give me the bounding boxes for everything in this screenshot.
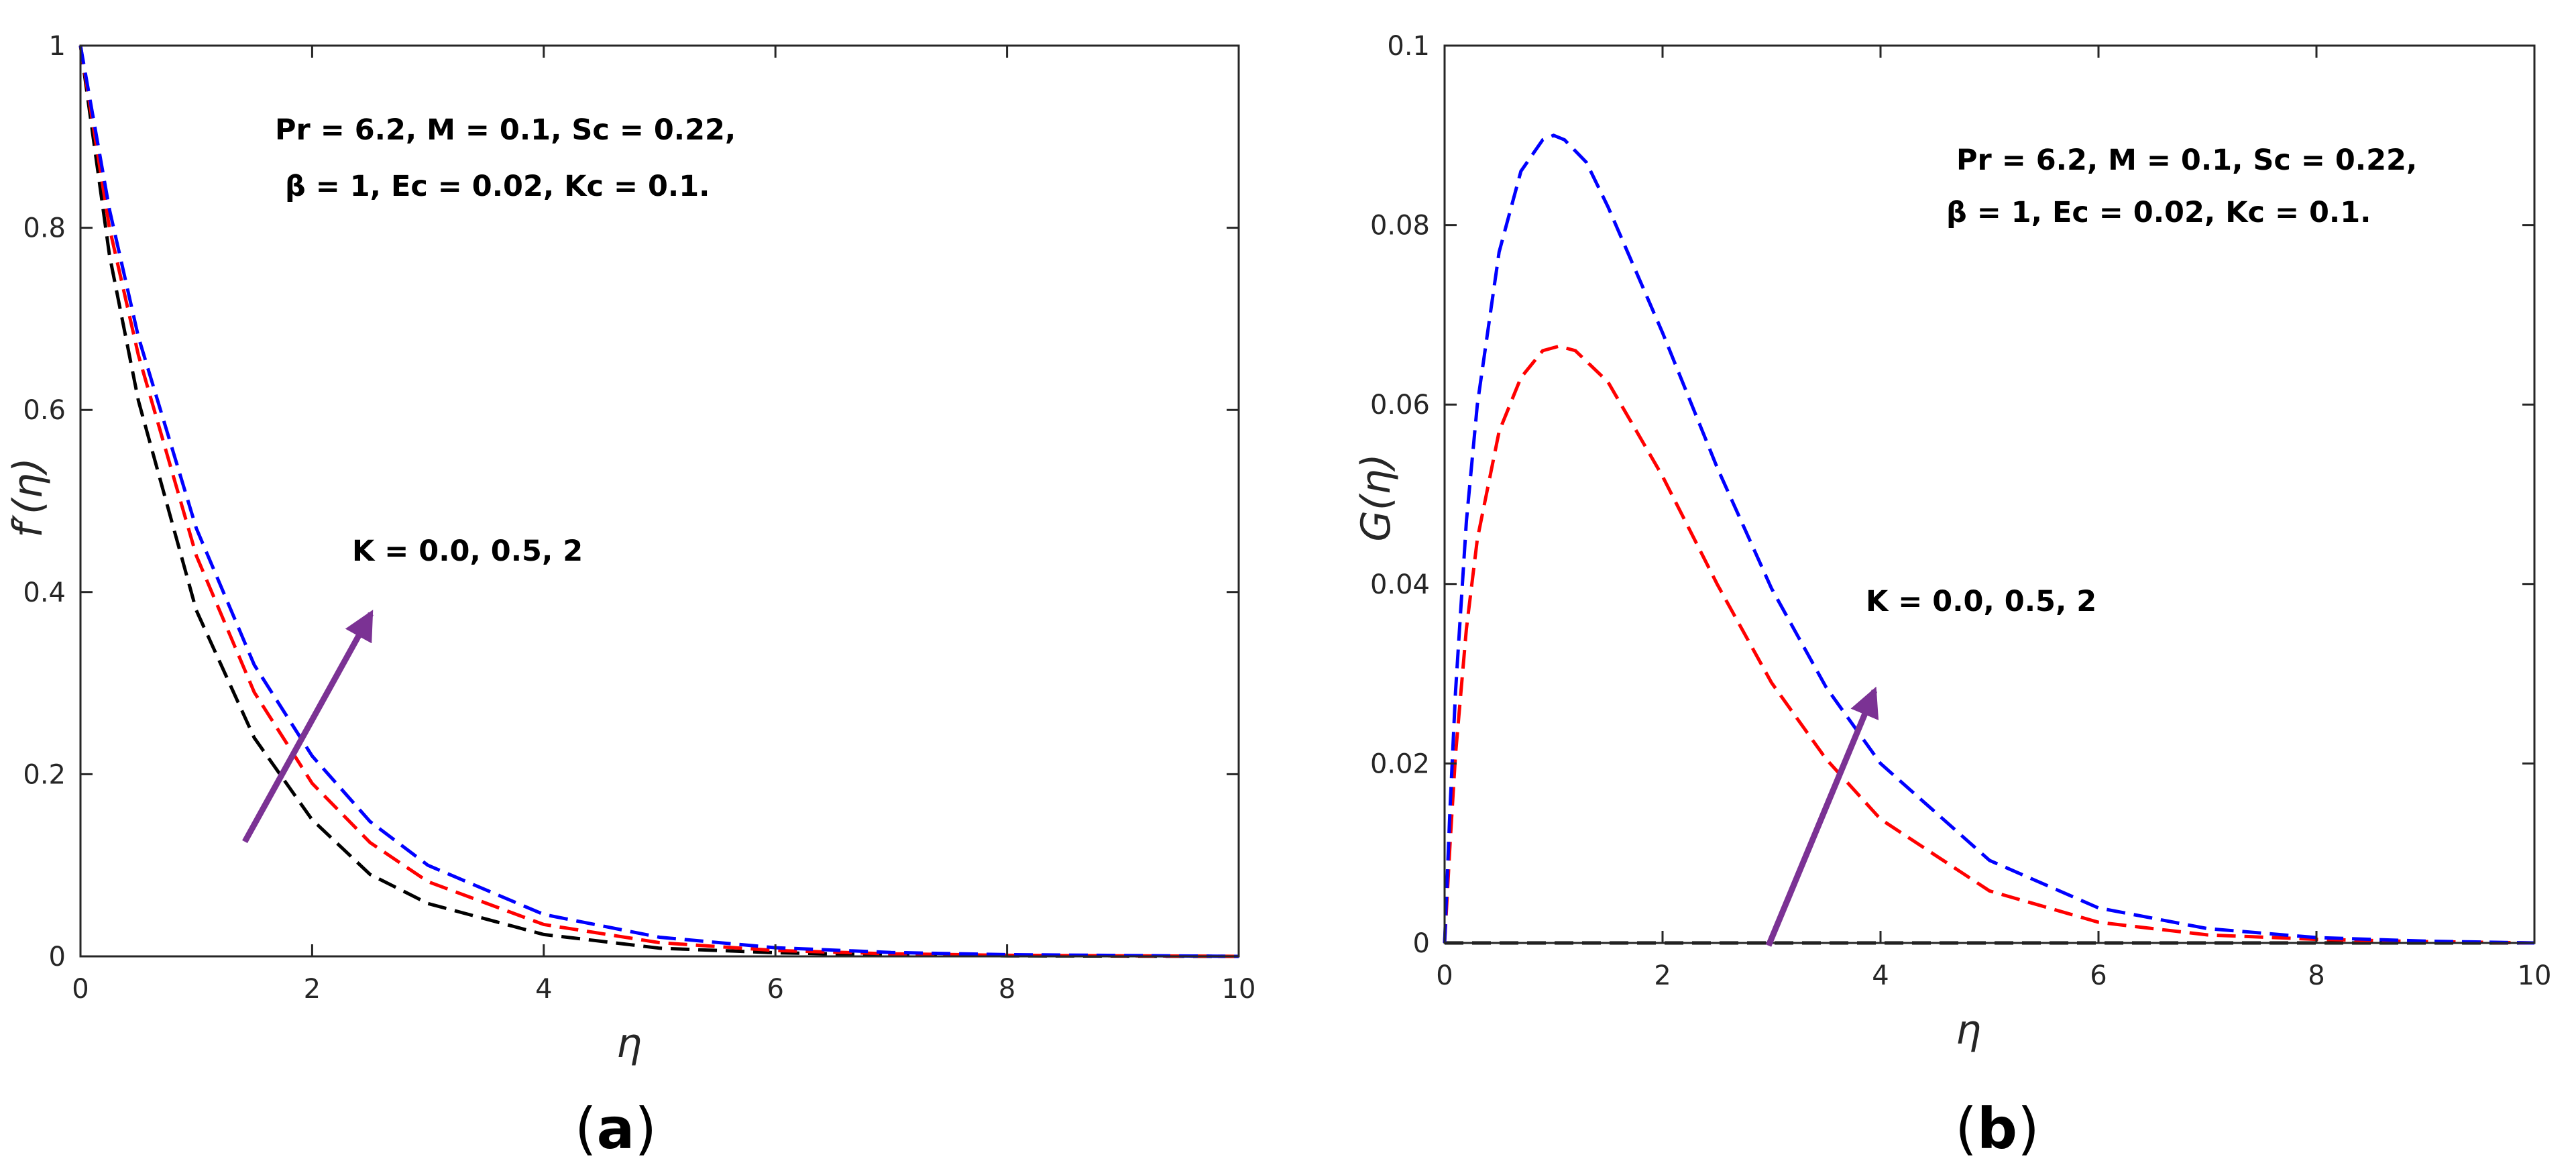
panel-b-ticks: 0 2 4 6 8 10 0 0.02 0.04 0.06 0.08 0.1 bbox=[1370, 31, 2552, 991]
panel-b-caption-letter: b bbox=[1977, 1096, 2017, 1162]
panel-b-x-tick-label-3: 6 bbox=[2090, 960, 2107, 991]
panel-a-series bbox=[78, 45, 1239, 958]
panel-a-y-tick-label-0: 0 bbox=[49, 942, 66, 972]
panel-a-y-tick-label-4: 0.8 bbox=[23, 213, 66, 244]
panel-b: 0 2 4 6 8 10 0 0.02 0.04 0.06 0.08 0.1 Pr = 6.2, M … bbox=[1353, 31, 2551, 1162]
panel-b-caption: (b) bbox=[1955, 1096, 2039, 1162]
panel-b-x-tick-label-0: 0 bbox=[1436, 960, 1453, 991]
panel-b-y-tick-label-3: 0.06 bbox=[1370, 390, 1430, 421]
panel-b-plot-frame bbox=[1443, 44, 2536, 944]
panel-a-x-tick-label-0: 0 bbox=[72, 974, 89, 1005]
panel-b-y-tick-label-1: 0.02 bbox=[1370, 748, 1430, 779]
panel-a-x-tick-label-5: 10 bbox=[1222, 974, 1256, 1005]
panel-b-x-tick-label-5: 10 bbox=[2518, 960, 2552, 991]
panel-b-x-axis-label: η bbox=[1956, 1007, 1981, 1054]
panel-b-x-tick-label-1: 2 bbox=[1654, 960, 1671, 991]
panel-a-y-tick-label-1: 0.2 bbox=[23, 759, 66, 790]
panel-b-y-tick-label-2: 0.04 bbox=[1370, 569, 1430, 600]
panel-b-y-axis-label: G(η) bbox=[1353, 453, 1400, 541]
panel-a-series-line-2 bbox=[78, 45, 1239, 958]
panel-a-k-arrow bbox=[242, 610, 374, 844]
panel-b-series bbox=[1443, 133, 2535, 945]
panel-b-series-line-3 bbox=[1443, 133, 2535, 945]
panel-a-x-tick-label-2: 4 bbox=[535, 974, 552, 1005]
panel-a-annotation-line-1: Pr = 6.2, M = 0.1, Sc = 0.22, bbox=[275, 113, 736, 147]
panel-b-annotation-line-2: β = 1, Ec = 0.02, Kc = 0.1. bbox=[1946, 196, 2371, 229]
panel-b-y-tick-label-0: 0 bbox=[1413, 928, 1430, 959]
panel-a-plot-frame bbox=[79, 44, 1240, 958]
panel-b-series-line-2 bbox=[1443, 344, 2535, 945]
panel-b-k-arrow bbox=[1765, 686, 1879, 947]
panel-a-y-tick-label-2: 0.4 bbox=[23, 577, 66, 608]
panel-a-y-tick-label-3: 0.6 bbox=[23, 395, 66, 426]
panel-b-y-tick-label-4: 0.08 bbox=[1370, 211, 1430, 241]
panel-a-caption-letter: a bbox=[597, 1096, 635, 1162]
panel-b-annotation-line-1: Pr = 6.2, M = 0.1, Sc = 0.22, bbox=[1956, 144, 2417, 177]
panel-a-annotation-line-2: β = 1, Ec = 0.02, Kc = 0.1. bbox=[285, 170, 710, 203]
panel-a-y-axis-label: f′(η) bbox=[5, 457, 52, 538]
panel-a-y-tick-label-5: 1 bbox=[49, 31, 66, 62]
panel-b-x-tick-label-4: 8 bbox=[2308, 960, 2325, 991]
panel-b-y-tick-label-5: 0.1 bbox=[1387, 31, 1430, 62]
panel-b-arrow-label: K = 0.0, 0.5, 2 bbox=[1866, 585, 2096, 618]
panel-a: 0 2 4 6 8 10 0 0.2 0.4 0.6 0.8 1 Pr = 6.2, M = 0.1,… bbox=[5, 31, 1255, 1162]
panel-a-ticks: 0 2 4 6 8 10 0 0.2 0.4 0.6 0.8 1 bbox=[23, 31, 1255, 1005]
panel-a-series-line-3 bbox=[78, 45, 1239, 958]
panel-a-arrow-label: K = 0.0, 0.5, 2 bbox=[352, 535, 583, 568]
panel-a-x-tick-label-4: 8 bbox=[999, 974, 1015, 1005]
panel-a-x-tick-label-1: 2 bbox=[304, 974, 321, 1005]
panel-a-caption: (a) bbox=[575, 1096, 657, 1162]
panel-a-x-axis-label: η bbox=[616, 1020, 642, 1067]
panel-a-x-tick-label-3: 6 bbox=[767, 974, 783, 1005]
panel-b-x-tick-label-2: 4 bbox=[1872, 960, 1889, 991]
